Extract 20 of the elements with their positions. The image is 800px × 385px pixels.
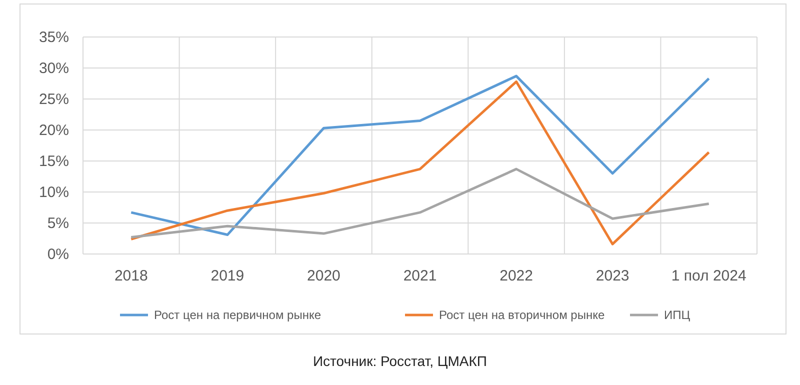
y-tick-label: 35%: [38, 28, 69, 46]
y-tick-label: 10%: [38, 184, 69, 201]
x-tick-label: 1 пол 2024: [671, 268, 746, 285]
legend-label: Рост цен на вторичном рынке: [439, 308, 605, 322]
y-tick-label: 5%: [47, 214, 69, 232]
x-tick-label: 2023: [596, 268, 630, 285]
x-tick-label: 2022: [500, 268, 533, 285]
y-tick-label: 25%: [38, 90, 69, 108]
x-tick-label: 2018: [114, 268, 148, 285]
x-tick-label: 2019: [210, 268, 244, 285]
text: Источник: Росстат, ЦМАКП: [312, 353, 488, 369]
legend-label: Рост цен на первичном рынке: [154, 308, 322, 322]
y-tick-label: 15%: [38, 152, 69, 170]
y-tick-label: 30%: [38, 60, 69, 77]
line-series: [130, 168, 710, 239]
y-tick-label: 20%: [38, 122, 69, 139]
x-tick-label: 2020: [307, 268, 340, 285]
legend-label: ИПЦ: [664, 308, 690, 322]
x-tick-label: 2021: [403, 268, 437, 285]
y-tick-label: 0%: [47, 246, 69, 263]
